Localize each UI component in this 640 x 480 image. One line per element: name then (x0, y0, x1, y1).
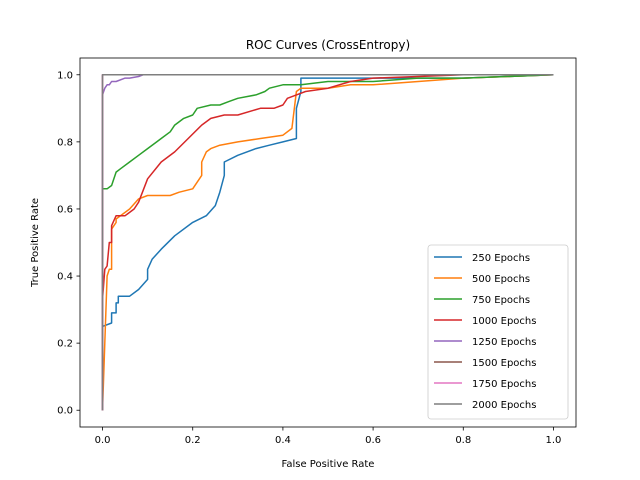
legend-entry: 2000 Epochs (472, 400, 536, 411)
x-tick-label: 0.2 (185, 435, 201, 446)
y-tick-label: 0.0 (57, 406, 73, 417)
x-tick-label: 1.0 (546, 435, 562, 446)
legend-entry: 250 Epochs (472, 253, 530, 264)
legend-entry: 1250 Epochs (472, 337, 536, 348)
y-tick-label: 0.4 (57, 272, 73, 283)
plot-frame (79, 57, 577, 428)
y-tick-label: 0.6 (57, 204, 73, 215)
legend-entry: 1750 Epochs (472, 379, 536, 390)
y-axis-ticks: 0.0 0.2 0.4 0.6 0.8 1.0 (57, 70, 80, 417)
y-tick-label: 1.0 (57, 70, 73, 81)
series-layer (101, 74, 554, 411)
y-tick-label: 0.8 (57, 137, 73, 148)
legend-box (427, 244, 569, 420)
legend: 250 Epochs 500 Epochs 750 Epochs 1000 Epoch… (427, 244, 569, 420)
series-line-1 (101, 74, 554, 411)
x-tick-label: 0.4 (275, 435, 291, 446)
series-line-4 (101, 74, 554, 411)
x-tick-label: 0.8 (455, 435, 471, 446)
y-axis-label: True Positive Rate (30, 198, 41, 288)
legend-entry: 750 Epochs (472, 295, 530, 306)
y-tick-label: 0.2 (57, 339, 73, 350)
x-tick-label: 0.0 (95, 435, 111, 446)
x-tick-label: 0.6 (365, 435, 381, 446)
x-axis-label: False Positive Rate (282, 459, 375, 470)
legend-entry: 500 Epochs (472, 274, 530, 285)
x-axis-ticks: 0.0 0.2 0.4 0.6 0.8 1.0 (95, 427, 562, 446)
legend-entry: 1500 Epochs (472, 358, 536, 369)
chart-title: ROC Curves (CrossEntropy) (246, 38, 410, 52)
series-line-3 (101, 74, 554, 411)
series-line-8 (101, 74, 554, 411)
legend-entry: 1000 Epochs (472, 316, 536, 327)
